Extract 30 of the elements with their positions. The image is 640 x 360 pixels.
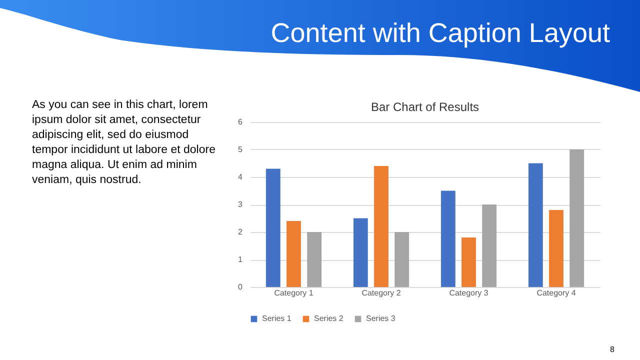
bar <box>482 204 497 287</box>
x-tick-label: Category 2 <box>362 288 402 298</box>
bar <box>440 190 456 287</box>
y-tick-label: 4 <box>238 172 244 182</box>
bar <box>286 221 301 287</box>
x-tick-label: Category 3 <box>449 288 489 298</box>
bar <box>462 238 476 287</box>
bar <box>307 232 322 287</box>
bar <box>570 150 584 287</box>
y-tick-label: 6 <box>238 118 244 126</box>
legend-label: Series 3 <box>366 314 396 323</box>
bar <box>353 218 368 287</box>
legend-label: Series 2 <box>314 314 344 323</box>
y-tick-label: 1 <box>238 255 244 264</box>
y-tick-label: 0 <box>238 282 244 292</box>
bar <box>528 163 543 287</box>
y-tick-label: 3 <box>238 200 244 209</box>
y-tick-label: 2 <box>238 228 244 236</box>
x-tick-label: Category 1 <box>274 288 314 298</box>
text: 8 <box>610 344 614 356</box>
chart-title: Content with Caption Layout <box>270 18 610 49</box>
bar <box>394 232 410 287</box>
bar <box>266 168 280 287</box>
y-tick-label: 5 <box>238 145 244 154</box>
text: As you can see in this chart, lorem ipsum dolor sit amet, consectetur adipiscing elit, sed do eiusmod tempor incididunt ut labore et dolore magna aliqua. Ut enim ad minim veniam, quis nostrud. <box>32 98 216 188</box>
legend-label: Series 1 <box>262 314 292 323</box>
x-tick-label: Category 4 <box>536 288 576 298</box>
chart-subtitle: Bar Chart of Results <box>370 100 480 114</box>
bar <box>549 210 564 287</box>
bar <box>374 166 388 287</box>
